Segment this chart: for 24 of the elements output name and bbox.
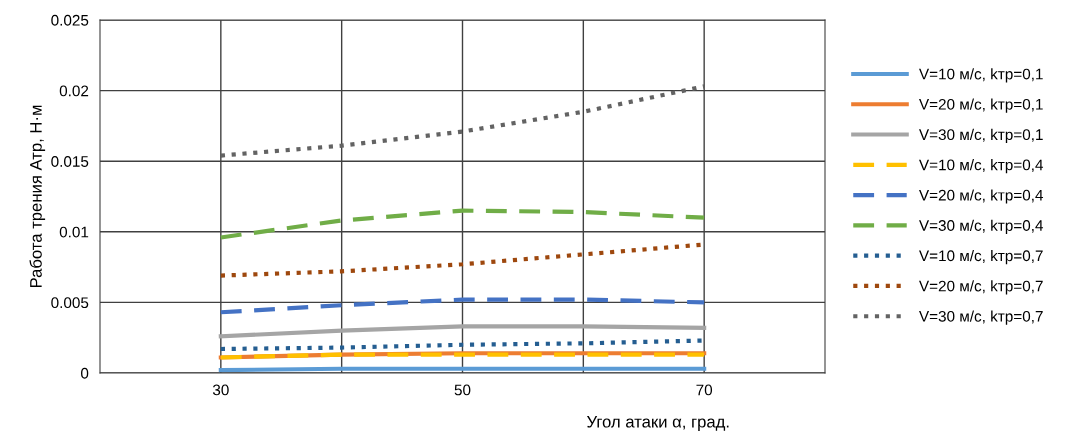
legend-label: V=30 м/с, kтр=0,7 <box>919 310 1043 325</box>
y-tick-label: 0.015 <box>51 156 89 167</box>
y-tick-label: 0.005 <box>51 297 89 309</box>
x-tick-label: 70 <box>696 384 713 396</box>
y-tick-label: 0.01 <box>59 226 89 238</box>
x-tick-label: 30 <box>212 384 229 396</box>
legend-label: V=20 м/с, kтр=0,1 <box>919 98 1043 113</box>
y-axis-title: Работа трения Атр, Н·м <box>29 105 46 288</box>
y-tick-label: 0 <box>80 367 89 379</box>
line-series <box>218 84 707 158</box>
y-tick-label: 0.025 <box>51 14 89 26</box>
x-tick-label: 50 <box>454 384 471 396</box>
legend-label: V=30 м/с, kтр=0,1 <box>919 128 1043 144</box>
line-series <box>218 297 707 315</box>
legend-label: V=10 м/с, kтр=0,4 <box>919 159 1044 174</box>
legend-label: V=10 м/с, kтр=0,1 <box>919 68 1043 83</box>
legend-label: V=20 м/с, kтр=0,4 <box>919 189 1044 204</box>
x-axis-title: Угол атаки α, град. <box>586 415 729 431</box>
legend-label: V=10 м/с, kтр=0,7 <box>919 249 1043 265</box>
line-series <box>218 208 707 240</box>
line-series <box>218 324 707 339</box>
legend-label: V=30 м/с, kтр=0,4 <box>919 219 1044 234</box>
y-tick-label: 0.02 <box>59 85 89 97</box>
legend-label: V=20 м/с, kтр=0,7 <box>919 280 1043 295</box>
